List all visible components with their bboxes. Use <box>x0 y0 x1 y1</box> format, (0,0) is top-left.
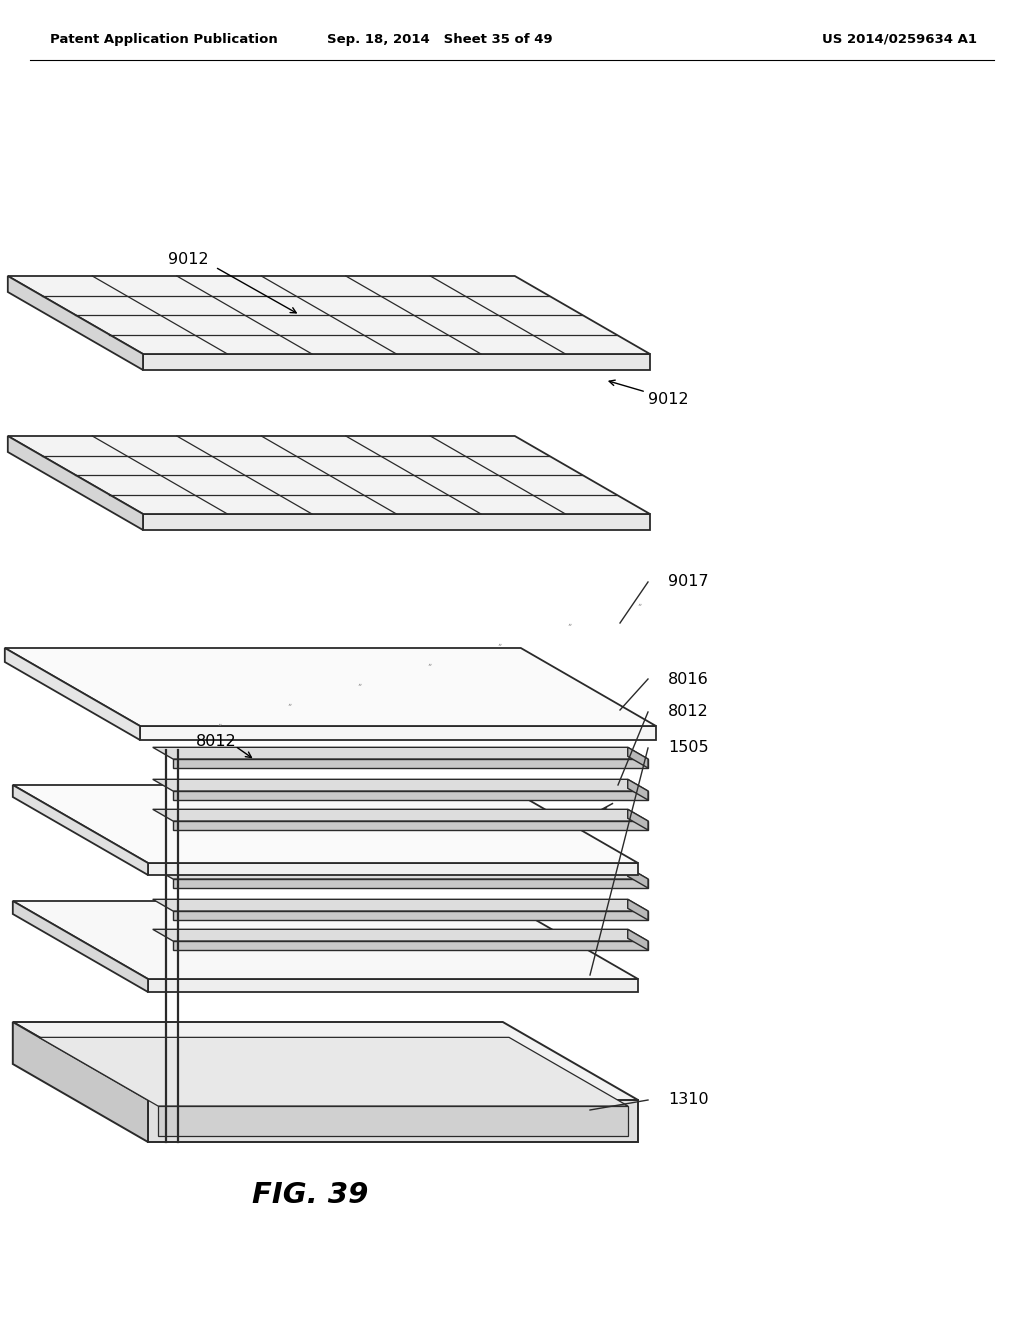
Polygon shape <box>153 899 648 911</box>
Text: Sep. 18, 2014   Sheet 35 of 49: Sep. 18, 2014 Sheet 35 of 49 <box>328 33 553 45</box>
Polygon shape <box>12 902 638 979</box>
Polygon shape <box>153 809 648 821</box>
Polygon shape <box>628 809 648 830</box>
Text: ,,: ,, <box>288 697 293 706</box>
Polygon shape <box>153 929 648 941</box>
Polygon shape <box>153 779 648 791</box>
Text: ,,: ,, <box>567 618 572 627</box>
Polygon shape <box>628 779 648 800</box>
Polygon shape <box>173 879 648 888</box>
Polygon shape <box>12 1022 638 1100</box>
Polygon shape <box>8 276 143 370</box>
Polygon shape <box>148 1100 638 1142</box>
Polygon shape <box>173 821 648 830</box>
Polygon shape <box>12 785 638 863</box>
Text: 9012: 9012 <box>648 392 688 408</box>
Text: ,,: ,, <box>217 718 222 726</box>
Polygon shape <box>628 929 648 950</box>
Polygon shape <box>12 1022 148 1142</box>
Polygon shape <box>173 911 648 920</box>
Text: 9017: 9017 <box>668 574 709 590</box>
Polygon shape <box>173 759 648 768</box>
Text: 1505: 1505 <box>668 741 709 755</box>
Polygon shape <box>148 979 638 993</box>
Polygon shape <box>12 902 148 993</box>
Text: Patent Application Publication: Patent Application Publication <box>50 33 278 45</box>
Polygon shape <box>153 867 648 879</box>
Polygon shape <box>5 648 656 726</box>
Polygon shape <box>143 354 650 370</box>
Text: 8012: 8012 <box>668 705 709 719</box>
Text: ,,: ,, <box>427 657 432 667</box>
Polygon shape <box>8 436 143 531</box>
Text: 8016: 8016 <box>668 672 709 686</box>
Polygon shape <box>173 791 648 800</box>
Polygon shape <box>153 747 648 759</box>
Polygon shape <box>143 513 650 531</box>
Text: ,,: ,, <box>357 677 362 686</box>
Text: ,,: ,, <box>637 598 643 606</box>
Polygon shape <box>39 1038 628 1106</box>
Polygon shape <box>8 276 650 354</box>
Polygon shape <box>140 726 656 741</box>
Polygon shape <box>628 899 648 920</box>
Polygon shape <box>173 941 648 950</box>
Text: 9012: 9012 <box>168 252 209 268</box>
Polygon shape <box>8 436 650 513</box>
Polygon shape <box>628 867 648 888</box>
Text: 1310: 1310 <box>668 1093 709 1107</box>
Polygon shape <box>148 863 638 875</box>
Polygon shape <box>628 747 648 768</box>
Text: 8012: 8012 <box>196 734 237 748</box>
Polygon shape <box>158 1106 628 1137</box>
Polygon shape <box>12 785 148 875</box>
Text: ,,: ,, <box>498 638 503 647</box>
Text: FIG. 39: FIG. 39 <box>252 1181 369 1209</box>
Text: US 2014/0259634 A1: US 2014/0259634 A1 <box>822 33 978 45</box>
Polygon shape <box>5 648 140 741</box>
